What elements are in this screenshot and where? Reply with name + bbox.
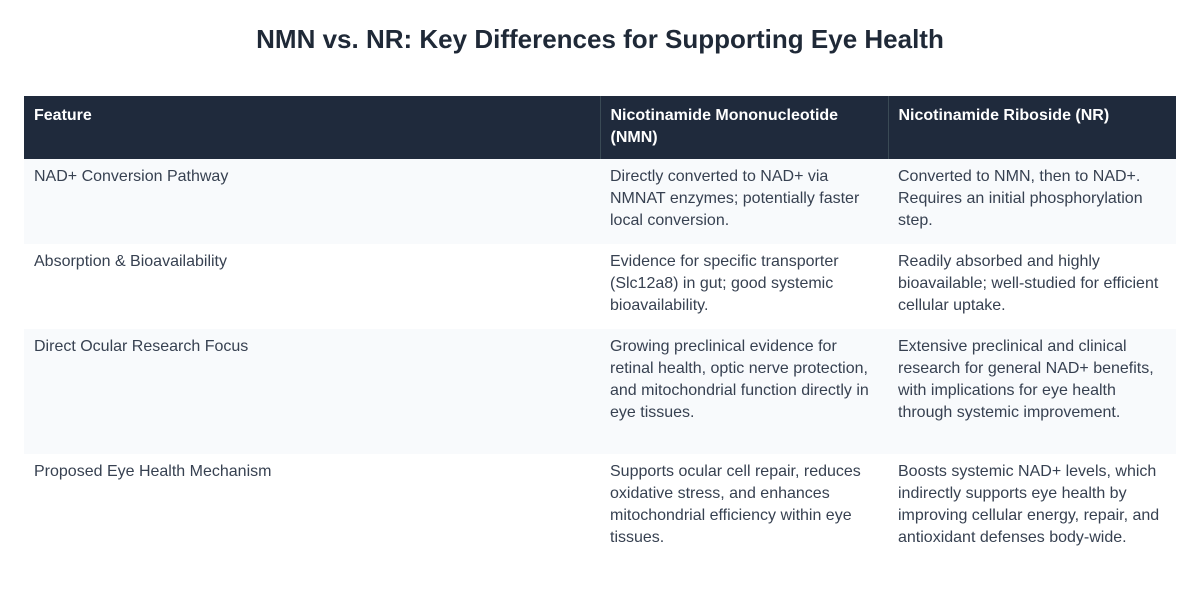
table-row: Direct Ocular Research Focus Growing pre…	[24, 329, 1176, 454]
nmn-cell: Growing preclinical evidence for retinal…	[600, 329, 888, 454]
nr-cell: Boosts systemic NAD+ levels, which indir…	[898, 463, 1160, 546]
header-nmn: Nicotinamide Mononucleotide (NMN)	[599, 96, 888, 159]
header-nr: Nicotinamide Riboside (NR)	[887, 96, 1176, 159]
nr-cell: Converted to NMN, then to NAD+. Requires…	[888, 159, 1176, 244]
header-feature: Feature	[24, 96, 600, 159]
feature-cell: Proposed Eye Health Mechanism	[34, 463, 272, 480]
table-row: Absorption & Bioavailability Evidence fo…	[24, 244, 1176, 329]
nmn-cell: Directly converted to NAD+ via NMNAT enz…	[600, 159, 888, 244]
feature-cell: NAD+ Conversion Pathway	[24, 159, 600, 244]
feature-cell: Direct Ocular Research Focus	[24, 329, 600, 454]
nmn-cell: Supports ocular cell repair, reduces oxi…	[610, 463, 861, 546]
nmn-cell: Evidence for specific transporter (Slc12…	[610, 253, 839, 314]
nr-cell: Readily absorbed and highly bioavailable…	[898, 253, 1159, 314]
comparison-table: Feature Nicotinamide Mononucleotide (NMN…	[24, 96, 1176, 561]
nr-cell: Extensive preclinical and clinical resea…	[888, 329, 1176, 454]
table-row: Proposed Eye Health Mechanism Supports o…	[24, 454, 1176, 561]
feature-cell: Absorption & Bioavailability	[34, 253, 227, 270]
table-header-row: Feature Nicotinamide Mononucleotide (NMN…	[24, 96, 1176, 159]
page-title: NMN vs. NR: Key Differences for Supporti…	[256, 24, 944, 54]
table-row: NAD+ Conversion Pathway Directly convert…	[24, 159, 1176, 244]
